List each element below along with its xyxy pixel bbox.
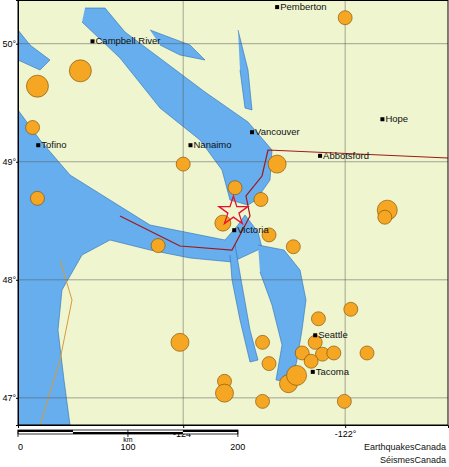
grid-line — [18, 43, 448, 44]
scale-bar-segment — [183, 430, 238, 432]
city — [318, 154, 322, 158]
x-axis: -124°-122° — [19, 425, 449, 439]
water — [238, 30, 252, 110]
earthquake — [327, 346, 341, 360]
tick-label: 49° — [2, 157, 16, 167]
city — [232, 228, 236, 232]
earthquake — [26, 75, 48, 97]
tick-label: 48° — [2, 275, 16, 285]
grid-line — [183, 0, 184, 425]
city-label: Campbell River — [96, 35, 161, 46]
scale-label: 100 — [120, 442, 135, 452]
earthquake — [287, 365, 307, 385]
city-label: Tofino — [41, 139, 66, 150]
basemap — [18, 0, 448, 425]
earthquake — [26, 121, 40, 135]
earthquake — [30, 191, 44, 205]
scale-tick — [18, 430, 19, 437]
land — [18, 0, 448, 425]
tick: 48° — [2, 275, 18, 285]
tick-label: -122° — [335, 429, 357, 439]
scale-bar-segment — [73, 432, 128, 434]
earthquake — [69, 60, 91, 82]
city-label: Hope — [385, 113, 408, 124]
credit: EarthquakesCanada — [364, 442, 446, 452]
earthquake — [176, 157, 190, 171]
grid-line — [18, 161, 448, 162]
plate-boundary — [40, 260, 72, 425]
city — [188, 143, 192, 147]
water — [18, 30, 50, 70]
earthquake — [151, 239, 165, 253]
scale-label: 0 — [18, 442, 23, 452]
earthquake — [268, 155, 286, 173]
earthquake — [337, 394, 351, 408]
city — [36, 143, 40, 147]
grid-line — [18, 397, 448, 398]
frame — [18, 1, 448, 426]
city — [311, 370, 315, 374]
earthquake — [171, 333, 189, 351]
credit: SéismesCanada — [380, 455, 446, 465]
city-label: Nanaimo — [193, 139, 231, 150]
tick: 47° — [2, 393, 18, 403]
grid-line — [18, 279, 448, 280]
tick-label: 50° — [2, 39, 16, 49]
epicenter — [219, 196, 248, 224]
earthquake — [338, 11, 352, 25]
earthquake — [215, 215, 231, 231]
tick: 50° — [2, 39, 18, 49]
tick: 49° — [2, 157, 18, 167]
water — [82, 8, 272, 205]
earthquake — [228, 181, 242, 195]
city — [380, 117, 384, 121]
border — [120, 150, 448, 250]
city-label: Pemberton — [280, 1, 326, 12]
earthquake — [344, 302, 358, 316]
earthquake — [378, 210, 392, 224]
earthquake — [311, 312, 325, 326]
tick-label: 47° — [2, 393, 16, 403]
city — [313, 333, 317, 337]
scale-label: 200 — [230, 442, 245, 452]
earthquake — [256, 394, 270, 408]
earthquake — [215, 384, 233, 402]
tick: -122° — [335, 425, 357, 439]
city-label: Seattle — [318, 329, 348, 340]
city — [250, 130, 254, 134]
earthquake — [254, 193, 268, 207]
city-labels: Pemberton Campbell River Nanaimo Vancouver A… — [41, 1, 408, 377]
city-label: Abbotsford — [323, 150, 369, 161]
scale-bar-segment — [128, 432, 183, 434]
city-label: Vancouver — [255, 126, 300, 137]
city-label: Victoria — [237, 224, 269, 235]
city — [275, 5, 279, 9]
grid-line — [345, 0, 346, 425]
scale-bar: 0 100 200 km — [18, 430, 245, 452]
earthquake — [286, 240, 300, 254]
grid — [18, 0, 448, 425]
axis-line — [19, 426, 449, 429]
water — [258, 245, 306, 382]
y-axis: 47° 48° 49° 50° — [2, 1, 18, 426]
scale-bar-segment — [18, 430, 73, 432]
map: Pemberton Campbell River Nanaimo Vancouver A… — [0, 0, 449, 467]
city-label: Tacoma — [316, 366, 350, 377]
earthquake — [256, 335, 270, 349]
earthquake — [262, 357, 276, 371]
city — [91, 39, 95, 43]
earthquake — [360, 346, 374, 360]
water — [230, 245, 258, 362]
marks — [26, 5, 398, 408]
scale-unit: km — [123, 436, 133, 443]
scale-tick — [237, 430, 238, 437]
